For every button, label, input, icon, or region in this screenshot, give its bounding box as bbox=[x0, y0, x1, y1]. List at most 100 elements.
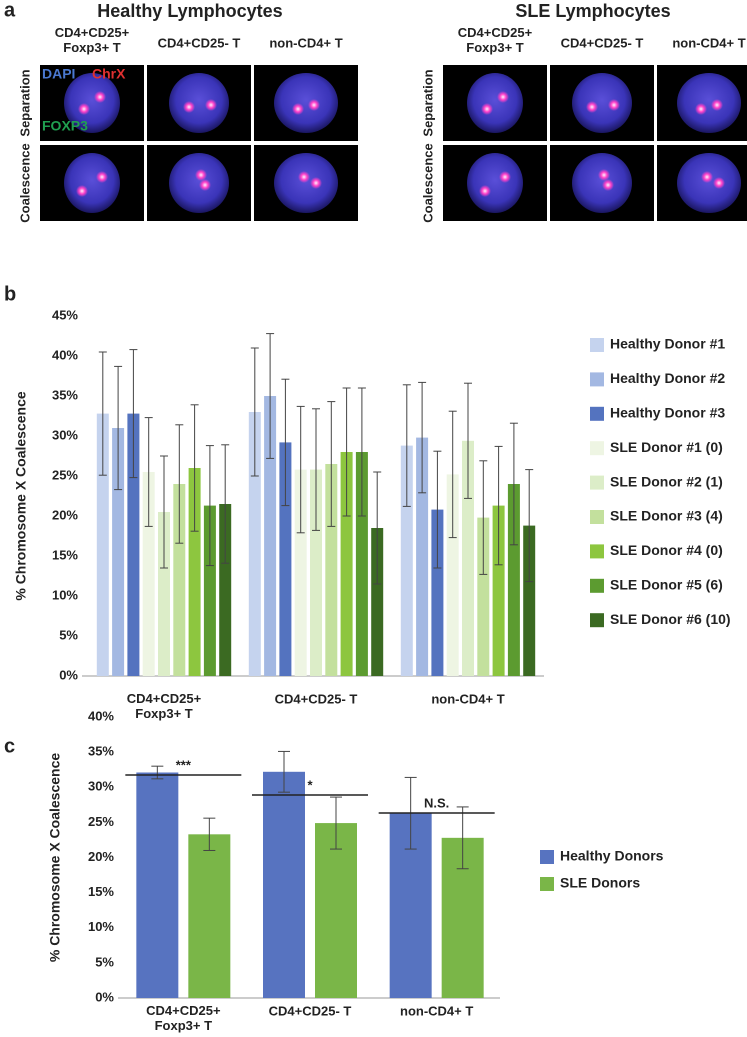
y-tick-label: 5% bbox=[59, 627, 78, 642]
y-tick-label: 40% bbox=[88, 708, 114, 723]
legend-swatch bbox=[590, 475, 604, 490]
error-bar bbox=[418, 381, 427, 494]
bar bbox=[264, 396, 277, 676]
column-label: CD4+CD25- T bbox=[158, 35, 241, 50]
error-bar bbox=[205, 445, 214, 567]
chrx-signal bbox=[292, 103, 304, 115]
legend-label: Healthy Donor #2 bbox=[610, 370, 725, 386]
bar bbox=[294, 469, 307, 676]
error-bar bbox=[373, 471, 382, 585]
column-label: non-CD4+ T bbox=[672, 35, 745, 50]
error-bar bbox=[278, 750, 290, 793]
error-bar bbox=[448, 410, 457, 539]
chrx-signal bbox=[76, 185, 88, 197]
chrx-signal bbox=[499, 171, 511, 183]
nucleus bbox=[274, 73, 338, 133]
y-tick-label: 15% bbox=[52, 547, 78, 562]
y-tick-label: 5% bbox=[95, 954, 114, 969]
legend-label: Healthy Donors bbox=[560, 848, 664, 864]
legend-label: SLE Donor #3 (4) bbox=[610, 508, 723, 524]
significance-label: *** bbox=[176, 757, 192, 772]
chrx-signal bbox=[308, 99, 320, 111]
bar bbox=[142, 472, 155, 676]
legend-swatch bbox=[590, 613, 604, 628]
error-bar bbox=[114, 365, 123, 491]
legend-label: SLE Donor #1 (0) bbox=[610, 439, 723, 455]
bar bbox=[416, 437, 429, 676]
bar bbox=[136, 772, 179, 998]
chrx-signal bbox=[298, 171, 310, 183]
error-bar bbox=[509, 422, 518, 546]
panel-label: c bbox=[4, 735, 15, 757]
bar bbox=[355, 452, 368, 676]
channel-label: FOXP3 bbox=[42, 118, 88, 134]
y-tick-label: 45% bbox=[52, 307, 78, 322]
legend-label: SLE Donor #2 (1) bbox=[610, 473, 723, 489]
error-bar bbox=[525, 469, 534, 583]
bar bbox=[158, 512, 170, 676]
bar bbox=[263, 771, 305, 998]
nucleus bbox=[572, 153, 632, 213]
error-bar bbox=[494, 445, 503, 566]
chrx-signal bbox=[78, 103, 90, 115]
bar bbox=[127, 413, 140, 676]
y-tick-label: 30% bbox=[52, 427, 78, 442]
legend-label: SLE Donor #4 (0) bbox=[610, 542, 723, 558]
bar bbox=[173, 484, 186, 676]
bar bbox=[219, 504, 232, 676]
panel-label: b bbox=[4, 283, 16, 305]
chrx-signal bbox=[701, 171, 713, 183]
nucleus bbox=[467, 73, 523, 133]
legend-label: SLE Donor #6 (10) bbox=[610, 611, 731, 627]
nucleus bbox=[169, 153, 229, 213]
column-label: CD4+CD25- T bbox=[561, 35, 644, 50]
row-label: Separation bbox=[17, 69, 32, 136]
error-bar bbox=[175, 424, 184, 544]
error-bar bbox=[129, 349, 138, 479]
nucleus bbox=[274, 153, 338, 213]
bar bbox=[96, 413, 109, 676]
row-label: Separation bbox=[420, 69, 435, 136]
nucleus bbox=[64, 73, 120, 133]
legend-swatch bbox=[590, 406, 604, 421]
nucleus bbox=[677, 73, 741, 133]
chrx-signal bbox=[713, 177, 725, 189]
group-title: SLE Lymphocytes bbox=[515, 1, 670, 21]
error-bar bbox=[266, 333, 275, 459]
x-tick-label: CD4+CD25- T bbox=[275, 691, 358, 706]
chrx-signal bbox=[195, 169, 207, 181]
bar bbox=[446, 474, 459, 676]
y-tick-label: 35% bbox=[88, 744, 114, 759]
error-bar bbox=[330, 796, 342, 850]
x-tick-label: CD4+CD25+ Foxp3+ T bbox=[146, 1003, 221, 1033]
legend-swatch bbox=[590, 544, 604, 559]
y-tick-label: 25% bbox=[88, 814, 114, 829]
error-bar bbox=[281, 378, 290, 507]
chrx-signal bbox=[96, 171, 108, 183]
y-tick-label: 25% bbox=[52, 467, 78, 482]
error-bar bbox=[456, 806, 469, 870]
y-tick-label: 15% bbox=[88, 884, 114, 899]
y-tick-label: 40% bbox=[52, 347, 78, 362]
y-tick-label: 10% bbox=[88, 919, 114, 934]
column-label: CD4+CD25+ Foxp3+ T bbox=[458, 25, 533, 55]
chrx-signal bbox=[695, 103, 707, 115]
chrx-signal bbox=[711, 99, 723, 111]
error-bar bbox=[402, 384, 411, 507]
nucleus bbox=[169, 73, 229, 133]
nucleus bbox=[677, 153, 741, 213]
error-bar bbox=[190, 404, 199, 532]
nucleus bbox=[467, 153, 523, 213]
bar bbox=[310, 469, 322, 676]
legend-swatch bbox=[590, 372, 604, 387]
y-axis-title: % Chromosome X Coalescence bbox=[13, 391, 29, 601]
legend-label: Healthy Donor #3 bbox=[610, 405, 725, 421]
bar bbox=[325, 464, 338, 676]
legend-swatch bbox=[590, 510, 604, 524]
group-title: Healthy Lymphocytes bbox=[97, 1, 282, 21]
error-bar bbox=[296, 405, 305, 534]
error-bar bbox=[160, 455, 168, 569]
error-bar bbox=[221, 444, 230, 564]
legend-label: SLE Donors bbox=[560, 875, 640, 891]
